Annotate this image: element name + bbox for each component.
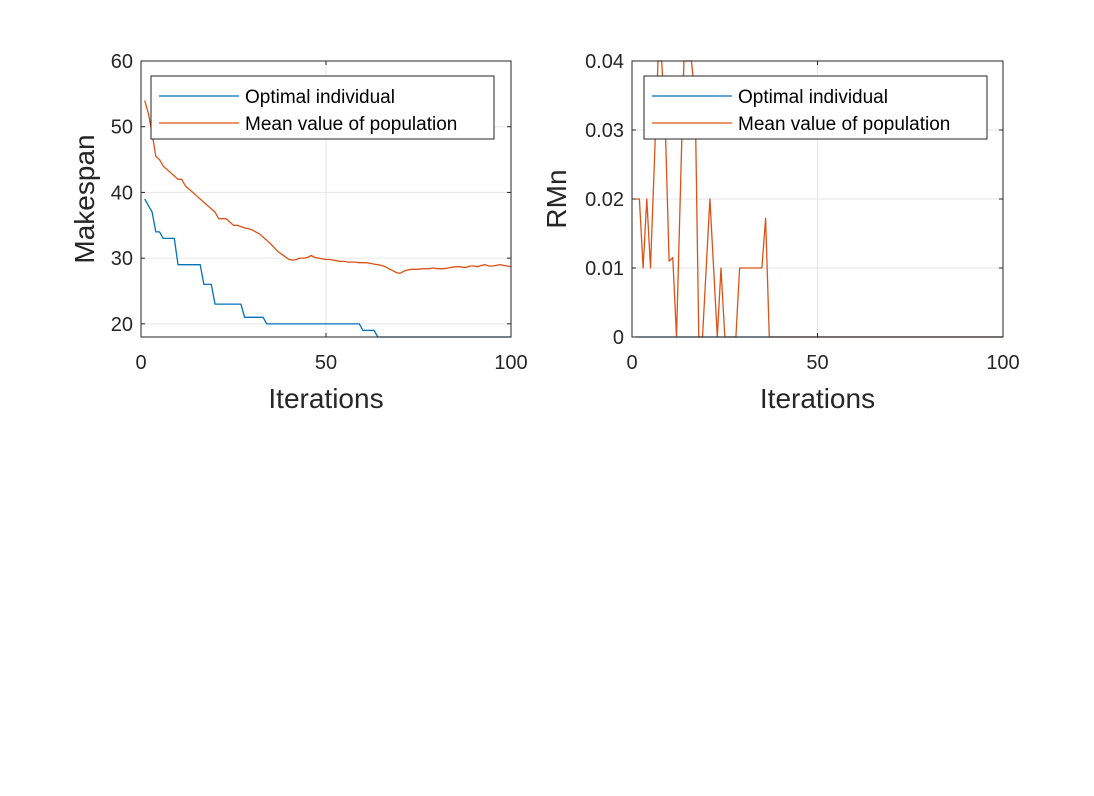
legend-label-2: Mean value of population (245, 114, 457, 135)
y-tick-label: 50 (111, 117, 133, 139)
y-tick-label: 0.02 (585, 189, 624, 211)
y-tick-label: 0.03 (585, 120, 624, 142)
series-line-2 (144, 100, 512, 274)
legend-box (643, 75, 988, 140)
x-tick-label: 0 (626, 352, 637, 374)
makespan-plot: 0 50 100 20 30 40 50 60 Iterations Makespan Optima… (69, 51, 528, 414)
legend-box (150, 75, 495, 140)
legend-label-1: Optimal individual (738, 87, 888, 108)
x-tick-label: 50 (315, 352, 337, 374)
rmn-plot: 0 50 100 0 0.01 0.02 0.03 0.04 Iterations RMn Opti… (541, 51, 1020, 414)
y-tick-label: 20 (111, 314, 133, 336)
y-tick-label: 0.04 (585, 51, 624, 73)
y-axis-label: Makespan (69, 134, 100, 263)
y-tick-label: 0.01 (585, 258, 624, 280)
x-axis-label: Iterations (268, 383, 383, 414)
legend-label-2: Mean value of population (738, 114, 950, 135)
x-tick-label: 100 (986, 352, 1019, 374)
legend-label-1: Optimal individual (245, 87, 395, 108)
x-axis-label: Iterations (760, 383, 875, 414)
y-axis-label: RMn (541, 169, 572, 228)
y-tick-label: 60 (111, 51, 133, 73)
y-tick-label: 30 (111, 248, 133, 270)
y-tick-label: 40 (111, 182, 133, 204)
x-tick-label: 50 (806, 352, 828, 374)
x-tick-label: 100 (494, 352, 527, 374)
x-tick-label: 0 (135, 352, 146, 374)
y-tick-label: 0 (613, 327, 624, 349)
